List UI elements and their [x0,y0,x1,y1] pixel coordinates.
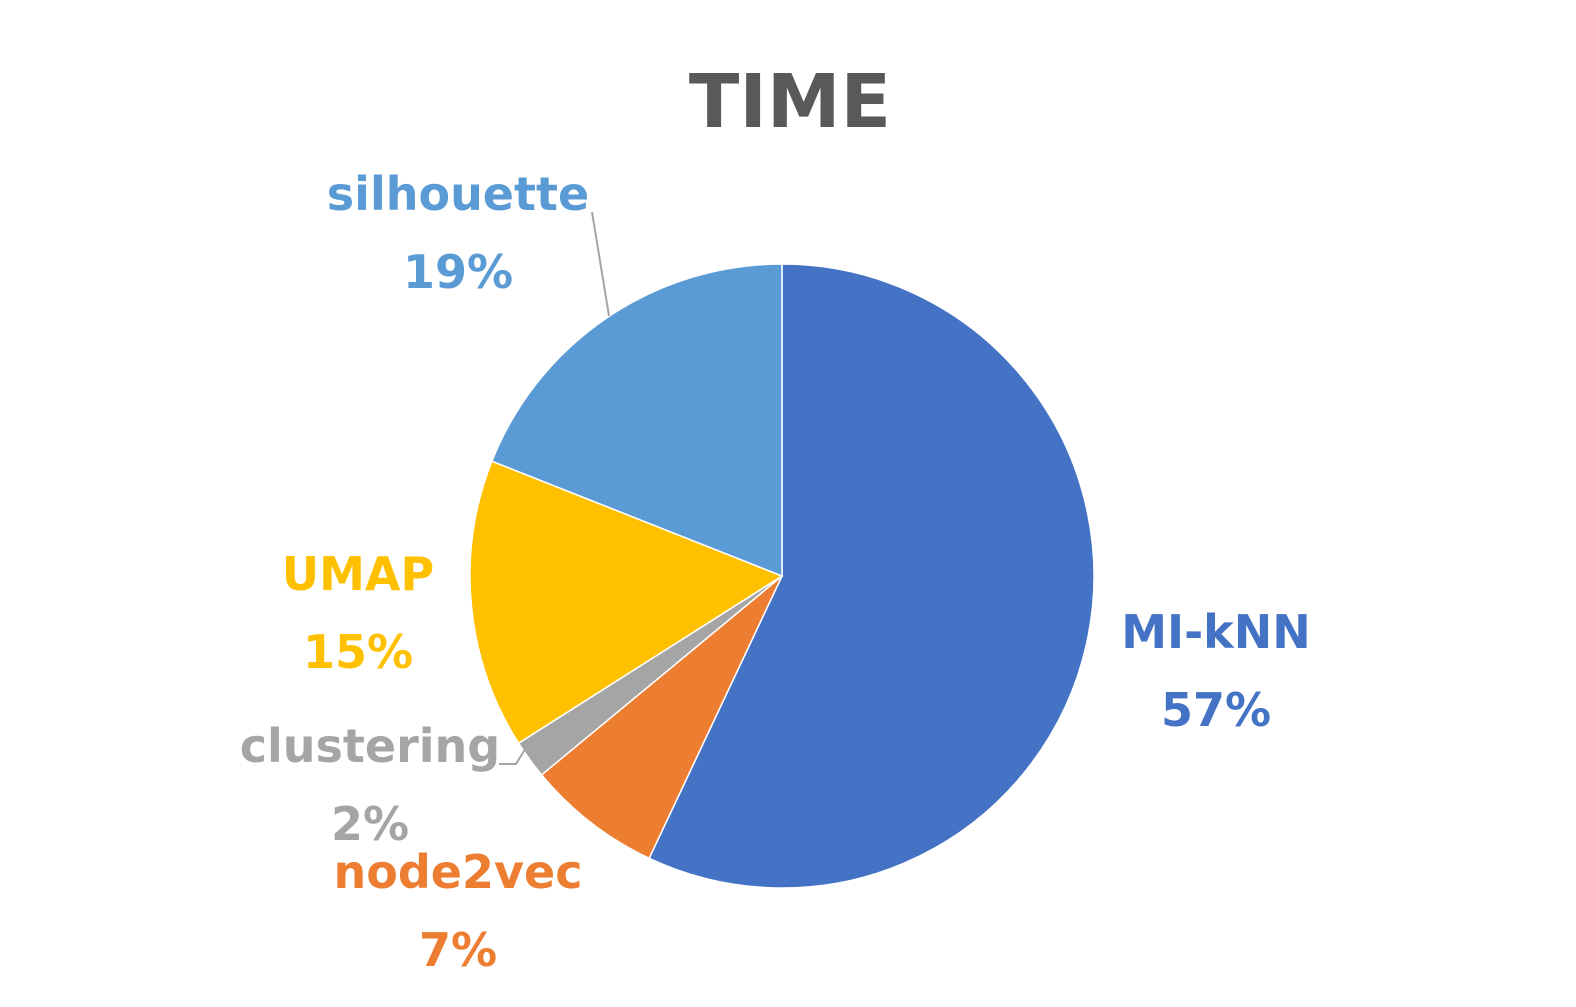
pie-slice-umap [469,460,784,745]
pie-slice-silhouette [490,263,783,578]
slice-value-clustering: 2% [331,797,409,851]
slice-value-node2vec: 7% [419,923,497,977]
chart-title: TIME [689,59,891,145]
leader-lines [499,211,610,765]
slice-value-silhouette: 19% [403,245,513,299]
slice-label-mi-knn: MI-kNN [1121,605,1311,659]
pie-slice-mi-knn [648,263,1095,889]
pie-slices [469,263,1095,889]
slice-label-node2vec: node2vec [334,845,583,899]
slice-value-mi-knn: 57% [1161,683,1271,737]
slice-label-clustering: clustering [240,719,500,773]
data-labels: MI-kNN 57% node2vec 7% clustering 2% UMAP 15% si… [240,167,1311,977]
slice-value-umap: 15% [303,625,413,679]
slice-label-umap: UMAP [282,547,434,601]
pie-slice-node2vec [540,575,783,860]
slice-label-silhouette: silhouette [327,167,589,221]
leader-line-clustering [499,745,528,765]
leader-line-silhouette [591,211,610,317]
